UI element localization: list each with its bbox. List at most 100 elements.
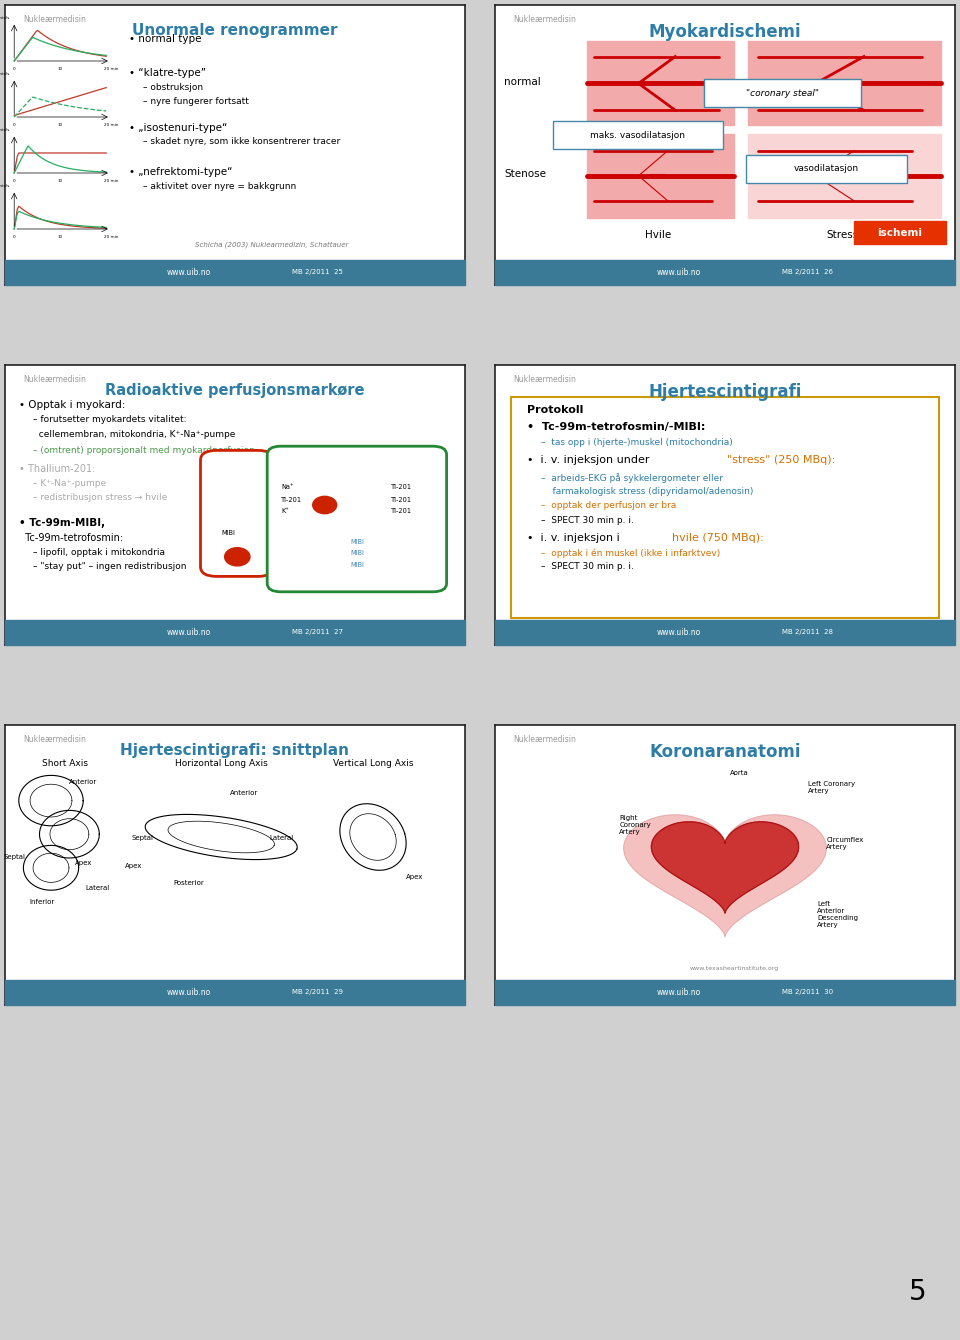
Text: Aorta: Aorta [730, 769, 749, 776]
Text: Apex: Apex [75, 860, 92, 866]
Text: –  SPECT 30 min p. i.: – SPECT 30 min p. i. [541, 516, 634, 525]
Text: 0: 0 [12, 122, 15, 126]
Bar [748, 42, 941, 126]
Text: www.uib.no: www.uib.no [167, 268, 211, 277]
Bar [587, 42, 734, 126]
Text: www.uib.no: www.uib.no [167, 988, 211, 997]
Text: www.uib.no: www.uib.no [657, 628, 701, 636]
Text: 10: 10 [58, 122, 62, 126]
Text: vasodilatasjon: vasodilatasjon [794, 165, 859, 173]
FancyBboxPatch shape [746, 155, 906, 182]
Text: Nukleærmedisin: Nukleærmedisin [514, 375, 576, 383]
Text: Left Coronary
Artery: Left Coronary Artery [807, 781, 855, 795]
Text: counts/s: counts/s [0, 185, 10, 189]
Text: Nukleærmedisin: Nukleærmedisin [23, 375, 86, 383]
Text: MB 2/2011  27: MB 2/2011 27 [292, 630, 344, 635]
Text: – lipofil, opptak i mitokondria: – lipofil, opptak i mitokondria [33, 548, 164, 556]
Text: –  opptak der perfusjon er bra: – opptak der perfusjon er bra [541, 501, 676, 509]
Text: counts/s: counts/s [0, 16, 10, 20]
Bar [5, 260, 465, 285]
Text: Lateral: Lateral [269, 835, 293, 840]
Text: – nyre fungerer fortsatt: – nyre fungerer fortsatt [143, 96, 249, 106]
Text: 0: 0 [12, 178, 15, 182]
Ellipse shape [225, 548, 250, 565]
Text: Unormale renogrammer: Unormale renogrammer [132, 23, 338, 39]
Text: Right
Coronary
Artery: Right Coronary Artery [619, 815, 651, 835]
Text: Circumflex
Artery: Circumflex Artery [827, 838, 864, 850]
Text: Stenose: Stenose [504, 169, 546, 180]
Bar [748, 134, 941, 218]
Text: Short Axis: Short Axis [42, 758, 87, 768]
Text: normal: normal [504, 76, 540, 87]
Text: Posterior: Posterior [174, 879, 204, 886]
Text: Na⁺: Na⁺ [281, 484, 294, 490]
Text: farmakologisk stress (dipyridamol/adenosin): farmakologisk stress (dipyridamol/adenos… [541, 486, 754, 496]
Text: MIBI: MIBI [350, 539, 364, 544]
Ellipse shape [313, 496, 337, 513]
FancyBboxPatch shape [267, 446, 446, 592]
Text: Tl-201: Tl-201 [392, 508, 413, 513]
Text: Septal: Septal [3, 855, 25, 860]
Text: 5: 5 [909, 1278, 926, 1306]
Text: – skadet nyre, som ikke konsentrerer tracer: – skadet nyre, som ikke konsentrerer tra… [143, 137, 340, 146]
Text: • „isostenuri-type“: • „isostenuri-type“ [130, 122, 228, 133]
Text: maks. vasodilatasjon: maks. vasodilatasjon [590, 131, 685, 139]
Text: MIBI: MIBI [221, 531, 235, 536]
Text: Koronaranatomi: Koronaranatomi [649, 744, 801, 761]
Text: • Thallium-201:: • Thallium-201: [19, 465, 95, 474]
Text: – redistribusjon stress → hvile: – redistribusjon stress → hvile [33, 493, 167, 502]
Text: 20 min: 20 min [104, 122, 118, 126]
Text: •  Tc-99m-tetrofosmin/-MIBI:: • Tc-99m-tetrofosmin/-MIBI: [527, 422, 706, 433]
Text: –  SPECT 30 min p. i.: – SPECT 30 min p. i. [541, 563, 634, 571]
Text: – K⁺-Na⁺-pumpe: – K⁺-Na⁺-pumpe [33, 480, 106, 488]
Text: – obstruksjon: – obstruksjon [143, 83, 204, 92]
Text: – forutsetter myokardets vitalitet:: – forutsetter myokardets vitalitet: [33, 415, 186, 425]
Text: hvile (750 MBq):: hvile (750 MBq): [672, 533, 764, 543]
Text: MB 2/2011  26: MB 2/2011 26 [782, 269, 833, 276]
Text: 20 min: 20 min [104, 67, 118, 71]
Text: Myokardischemi: Myokardischemi [649, 23, 802, 42]
Text: www.uib.no: www.uib.no [167, 628, 211, 636]
Text: •  i. v. injeksjon under: • i. v. injeksjon under [527, 456, 653, 465]
Text: ischemi: ischemi [877, 228, 923, 237]
Text: www.uib.no: www.uib.no [657, 988, 701, 997]
Text: Hjertescintigrafi: Hjertescintigrafi [648, 383, 802, 401]
Text: 0: 0 [12, 67, 15, 71]
Text: Horizontal Long Axis: Horizontal Long Axis [175, 758, 268, 768]
Text: • normal type: • normal type [130, 35, 202, 44]
Text: Tc-99m-tetrofosmin:: Tc-99m-tetrofosmin: [19, 533, 123, 543]
Text: • Tc-99m-MIBI,: • Tc-99m-MIBI, [19, 517, 105, 528]
Text: 20 min: 20 min [104, 178, 118, 182]
Text: Nukleærmedisin: Nukleærmedisin [23, 734, 86, 744]
Text: MB 2/2011  30: MB 2/2011 30 [782, 989, 833, 996]
Text: Hvile: Hvile [645, 230, 671, 240]
Text: Apex: Apex [406, 874, 423, 880]
Text: • „nefrektomi-type“: • „nefrektomi-type“ [130, 168, 232, 177]
Text: Schicha (2003) Nuklearmedizin, Schattauer: Schicha (2003) Nuklearmedizin, Schattaue… [195, 241, 348, 248]
Text: Nukleærmedisin: Nukleærmedisin [23, 15, 86, 24]
Text: cellemembran, mitokondria, K⁺-Na⁺-pumpe: cellemembran, mitokondria, K⁺-Na⁺-pumpe [33, 430, 235, 440]
Text: Nukleærmedisin: Nukleærmedisin [514, 734, 576, 744]
Text: www.texasheartinstitute.org: www.texasheartinstitute.org [689, 966, 779, 972]
Text: Inferior: Inferior [29, 899, 55, 906]
Text: 10: 10 [58, 67, 62, 71]
Text: Stress: Stress [827, 230, 858, 240]
Text: TI-201: TI-201 [392, 484, 413, 490]
Text: Apex: Apex [125, 863, 142, 868]
Text: –  opptak i én muskel (ikke i infarktvev): – opptak i én muskel (ikke i infarktvev) [541, 548, 720, 557]
Text: "coronary steal": "coronary steal" [746, 88, 819, 98]
Bar [587, 134, 734, 218]
FancyBboxPatch shape [201, 450, 275, 576]
Bar [495, 260, 955, 285]
Text: Nukleærmedisin: Nukleærmedisin [514, 15, 576, 24]
Text: counts/s: counts/s [0, 72, 10, 76]
Text: –  tas opp i (hjerte-)muskel (mitochondria): – tas opp i (hjerte-)muskel (mitochondri… [541, 438, 732, 446]
Text: Tl-201: Tl-201 [392, 497, 413, 502]
Text: Anterior: Anterior [69, 779, 97, 785]
FancyBboxPatch shape [511, 397, 939, 618]
Text: – aktivitet over nyre = bakkgrunn: – aktivitet over nyre = bakkgrunn [143, 182, 297, 192]
Text: Vertical Long Axis: Vertical Long Axis [333, 758, 413, 768]
Bar [5, 620, 465, 645]
Bar [5, 980, 465, 1005]
Text: – (omtrent) proporsjonalt med myokardperfusjon: – (omtrent) proporsjonalt med myokardper… [33, 446, 254, 456]
